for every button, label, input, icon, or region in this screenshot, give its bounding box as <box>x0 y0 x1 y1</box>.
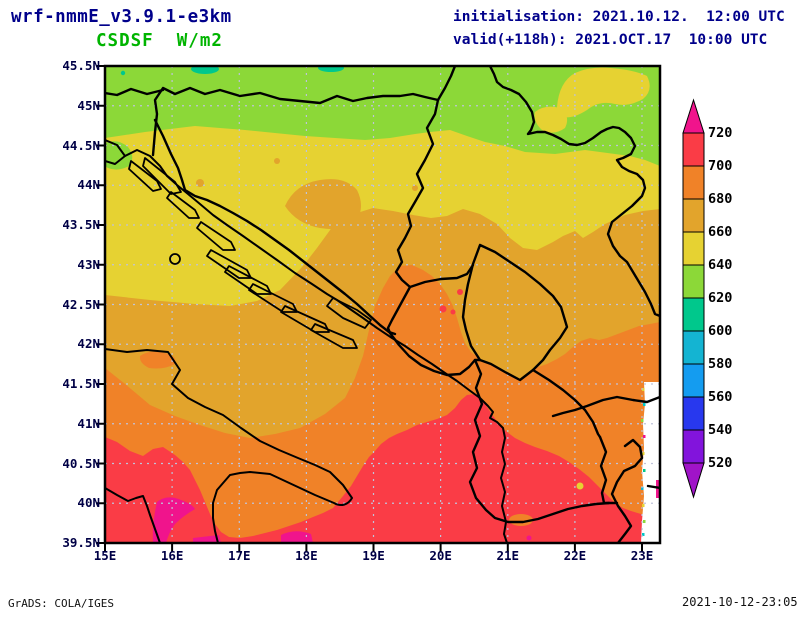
creation-timestamp: 2021-10-12-23:05 <box>682 595 798 609</box>
lat-label: 42.5N <box>62 296 100 312</box>
country-borders <box>105 66 660 543</box>
lon-label: 20E <box>429 548 452 563</box>
lat-label: 45.5N <box>62 58 100 73</box>
colorbar-tick-label: 660 <box>708 224 733 240</box>
lon-label: 17E <box>227 548 251 563</box>
lon-label: 21E <box>496 548 520 563</box>
lat-label: 40N <box>77 495 100 511</box>
valid-time: valid(+118h): 2021.OCT.17 10:00 UTC <box>453 32 768 48</box>
graticule <box>105 66 660 543</box>
variable-title: CSDSF W/m2 <box>96 31 223 51</box>
lon-label: 23E <box>630 548 654 563</box>
lat-label: 41N <box>77 415 100 431</box>
colorbar-tick-label: 540 <box>708 422 733 438</box>
model-title: wrf-nmmE_v3.9.1-e3km <box>11 7 232 27</box>
colorbar-tick-label: 520 <box>708 455 733 471</box>
colorbar-tick-label: 640 <box>708 257 733 273</box>
grads-credit: GrADS: COLA/IGES <box>8 597 114 610</box>
lat-label: 45N <box>77 97 100 113</box>
initialisation-time: initialisation: 2021.10.12. 12:00 UTC <box>453 9 785 25</box>
lat-label: 43N <box>77 256 100 272</box>
lat-label: 41.5N <box>62 376 100 391</box>
lat-label: 44N <box>77 177 100 193</box>
lat-label: 42N <box>77 336 100 352</box>
lon-label: 22E <box>563 548 587 563</box>
coastlines <box>105 139 508 543</box>
colorbar-tick-label: 560 <box>708 389 733 405</box>
colorbar-tick-label: 680 <box>708 191 733 207</box>
colorbar-tick-label: 600 <box>708 323 733 339</box>
lon-label: 19E <box>362 548 385 563</box>
map-frame <box>103 64 662 545</box>
colorbar-tick-label: 720 <box>708 125 733 141</box>
lat-label: 39.5N <box>62 535 100 550</box>
colorbar <box>682 98 705 499</box>
lon-label: 16E <box>160 548 184 563</box>
colorbar-tick-label: 700 <box>708 158 733 174</box>
field-layer <box>105 66 660 543</box>
lat-label: 43.5N <box>62 217 100 232</box>
lat-label: 40.5N <box>62 455 100 471</box>
lat-label: 44.5N <box>62 137 100 153</box>
lon-label: 15E <box>93 548 117 563</box>
axis-ticks <box>96 65 643 552</box>
lon-label: 18E <box>295 548 318 563</box>
colorbar-tick-label: 580 <box>708 356 733 372</box>
colorbar-tick-label: 620 <box>708 290 733 306</box>
map-area <box>96 64 662 552</box>
